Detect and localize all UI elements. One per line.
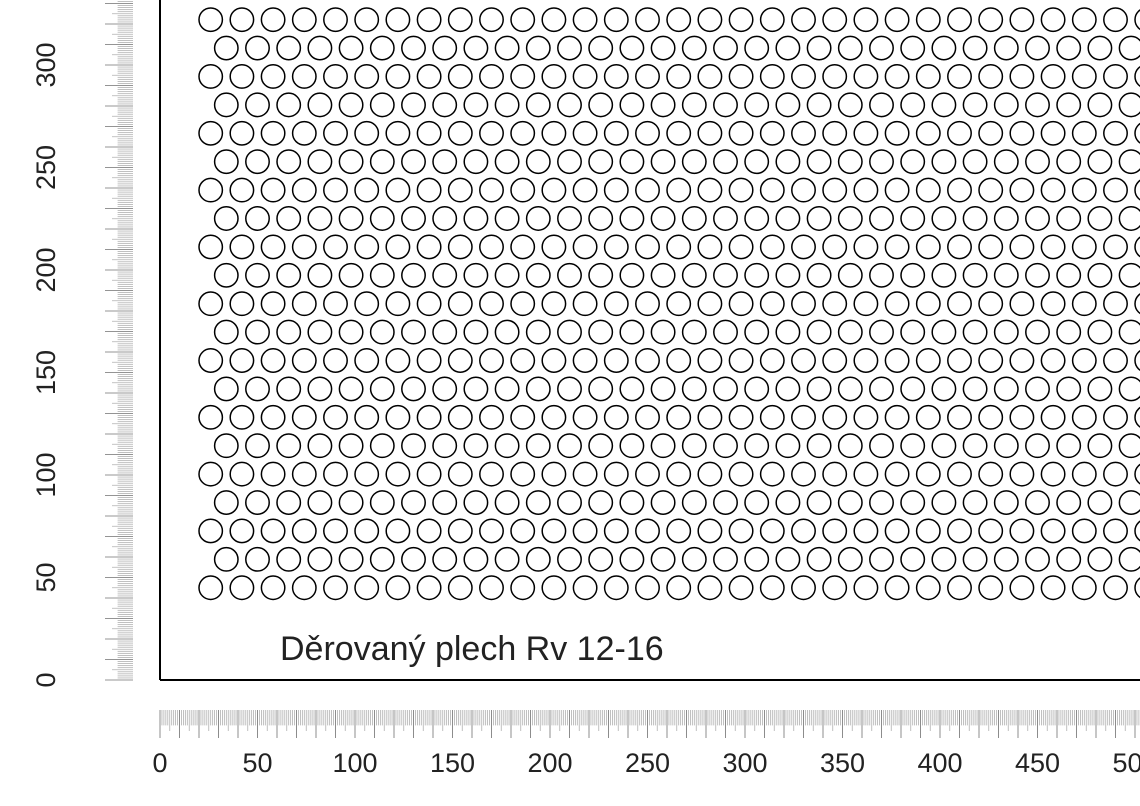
diagram-root: Děrovaný plech Rv 12-16 0 50 100 150 200 250 30… [0,0,1140,806]
diagram-svg: Děrovaný plech Rv 12-16 0 50 100 150 200 250 30… [0,0,1140,806]
y-tick-label: 150 [31,350,61,395]
y-tick-label: 50 [31,562,61,592]
x-tick-label: 300 [722,748,767,778]
x-tick-label: 0 [152,748,167,778]
x-tick-label: 350 [820,748,865,778]
x-tick-label: 100 [332,748,377,778]
x-tick-label: 250 [625,748,670,778]
y-tick-label: 100 [31,452,61,497]
x-tick-label: 450 [1015,748,1060,778]
x-tick-label: 500 [1112,748,1140,778]
x-tick-label: 150 [430,748,475,778]
x-tick-label: 400 [917,748,962,778]
y-tick-label: 250 [31,145,61,190]
y-tick-label: 300 [31,42,61,87]
y-tick-label: 0 [31,672,61,687]
x-tick-label: 50 [242,748,272,778]
diagram-title: Děrovaný plech Rv 12-16 [280,630,664,668]
x-tick-label: 200 [527,748,572,778]
y-tick-label: 200 [31,247,61,292]
